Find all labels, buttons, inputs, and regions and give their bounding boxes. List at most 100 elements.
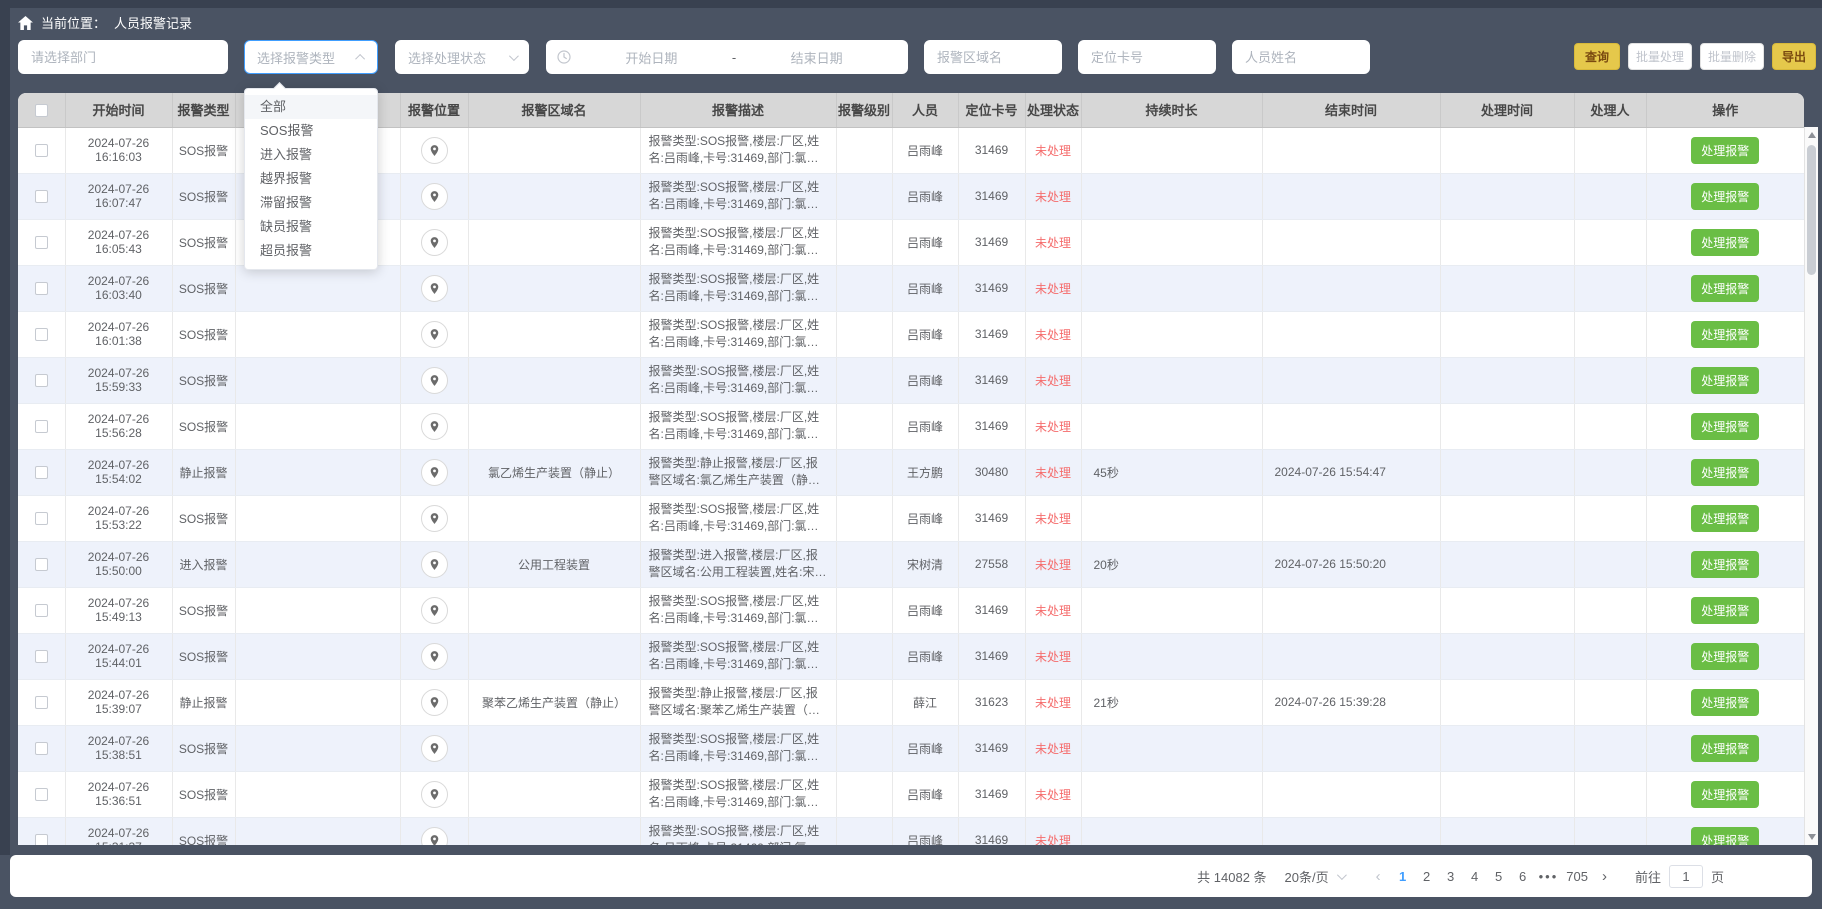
handle-alarm-button[interactable]: 处理报警 bbox=[1691, 504, 1760, 532]
row-checkbox[interactable] bbox=[34, 144, 48, 158]
next-page-button[interactable]: › bbox=[1601, 867, 1607, 885]
handle-alarm-button[interactable]: 处理报警 bbox=[1691, 596, 1760, 624]
handle-alarm-button[interactable]: 处理报警 bbox=[1691, 780, 1760, 808]
goto-page-input[interactable] bbox=[1668, 864, 1703, 888]
location-pin-icon[interactable] bbox=[420, 642, 448, 670]
batch-process-button[interactable]: 批量处理 bbox=[1628, 43, 1692, 70]
alarm-type-cell: SOS报警 bbox=[172, 127, 236, 174]
handle-alarm-button[interactable]: 处理报警 bbox=[1691, 412, 1760, 440]
handle-alarm-button[interactable]: 处理报警 bbox=[1691, 550, 1760, 578]
page-number-3[interactable]: 3 bbox=[1446, 868, 1455, 884]
department-select[interactable] bbox=[18, 40, 228, 74]
row-checkbox[interactable] bbox=[34, 834, 48, 845]
start-date-placeholder[interactable]: 开始日期 bbox=[625, 50, 678, 66]
person-name-field[interactable] bbox=[1232, 40, 1370, 74]
process-status-select[interactable]: 选择处理状态 bbox=[395, 40, 529, 74]
row-checkbox[interactable] bbox=[34, 788, 48, 802]
page-size-select[interactable]: 20条/页 bbox=[1285, 867, 1347, 886]
handle-alarm-button[interactable]: 处理报警 bbox=[1691, 182, 1760, 210]
location-pin-icon[interactable] bbox=[420, 366, 448, 394]
location-pin-icon[interactable] bbox=[420, 688, 448, 716]
scroll-up-icon[interactable] bbox=[1808, 132, 1816, 138]
handle-alarm-button[interactable]: 处理报警 bbox=[1691, 136, 1760, 164]
status-cell: 未处理 bbox=[1025, 311, 1082, 358]
alarm-area-cell bbox=[468, 587, 641, 634]
handle-alarm-button[interactable]: 处理报警 bbox=[1691, 642, 1760, 670]
location-pin-icon[interactable] bbox=[420, 412, 448, 440]
scrollbar-thumb[interactable] bbox=[1807, 145, 1816, 275]
prev-page-button[interactable]: ‹ bbox=[1375, 867, 1381, 885]
dropdown-item[interactable]: 缺员报警 bbox=[260, 219, 313, 234]
handle-alarm-button[interactable]: 处理报警 bbox=[1691, 274, 1760, 302]
row-checkbox[interactable] bbox=[34, 650, 48, 664]
location-pin-icon[interactable] bbox=[420, 550, 448, 578]
table-scrollbar[interactable] bbox=[1804, 127, 1818, 845]
handle-alarm-button[interactable]: 处理报警 bbox=[1691, 734, 1760, 762]
location-pin-icon[interactable] bbox=[420, 504, 448, 532]
location-pin-icon[interactable] bbox=[420, 320, 448, 348]
location-pin-icon[interactable] bbox=[420, 734, 448, 762]
row-checkbox[interactable] bbox=[34, 512, 48, 526]
more-pages-icon[interactable]: ••• bbox=[1538, 868, 1559, 884]
row-checkbox[interactable] bbox=[34, 190, 48, 204]
handle-alarm-button[interactable]: 处理报警 bbox=[1691, 228, 1760, 256]
page-number-705[interactable]: 705 bbox=[1566, 868, 1588, 884]
dropdown-item[interactable]: 进入报警 bbox=[260, 147, 313, 162]
dropdown-item[interactable]: SOS报警 bbox=[260, 123, 314, 138]
handle-alarm-button[interactable]: 处理报警 bbox=[1691, 826, 1760, 845]
location-pin-icon[interactable] bbox=[420, 826, 448, 845]
row-checkbox[interactable] bbox=[34, 374, 48, 388]
status-cell: 未处理 bbox=[1025, 633, 1082, 680]
alarm-type-cell: SOS报警 bbox=[172, 403, 236, 450]
page-number-2[interactable]: 2 bbox=[1422, 868, 1431, 884]
area-name-field[interactable] bbox=[924, 40, 1062, 74]
status-cell: 未处理 bbox=[1025, 449, 1082, 496]
row-checkbox[interactable] bbox=[34, 466, 48, 480]
location-pin-icon[interactable] bbox=[420, 780, 448, 808]
dropdown-item[interactable]: 全部 bbox=[245, 95, 377, 119]
status-cell: 未处理 bbox=[1025, 219, 1082, 266]
start-time-cell: 2024-07-26 15:50:00 bbox=[65, 541, 173, 588]
row-checkbox[interactable] bbox=[34, 420, 48, 434]
row-checkbox[interactable] bbox=[34, 282, 48, 296]
handle-alarm-button[interactable]: 处理报警 bbox=[1691, 366, 1760, 394]
handle-alarm-button[interactable]: 处理报警 bbox=[1691, 320, 1760, 348]
person-name-input[interactable] bbox=[1233, 41, 1369, 73]
row-checkbox[interactable] bbox=[34, 236, 48, 250]
alarm-type-select[interactable]: 选择报警类型 bbox=[244, 40, 378, 74]
location-pin-icon[interactable] bbox=[420, 274, 448, 302]
dropdown-item[interactable]: 超员报警 bbox=[260, 243, 313, 258]
handle-alarm-button[interactable]: 处理报警 bbox=[1691, 688, 1760, 716]
export-button[interactable]: 导出 bbox=[1772, 43, 1816, 70]
department-input[interactable] bbox=[19, 41, 227, 73]
location-pin-icon[interactable] bbox=[420, 596, 448, 624]
row-checkbox[interactable] bbox=[34, 696, 48, 710]
alarm-area-cell: 聚苯乙烯生产装置（静止） bbox=[468, 679, 641, 726]
scroll-down-icon[interactable] bbox=[1808, 834, 1816, 840]
dropdown-item[interactable]: 滞留报警 bbox=[260, 195, 313, 210]
row-checkbox[interactable] bbox=[34, 328, 48, 342]
batch-delete-button[interactable]: 批量删除 bbox=[1700, 43, 1764, 70]
card-number-field[interactable] bbox=[1078, 40, 1216, 74]
location-pin-icon[interactable] bbox=[420, 228, 448, 256]
dropdown-item[interactable]: 越界报警 bbox=[260, 171, 313, 186]
row-checkbox[interactable] bbox=[34, 604, 48, 618]
query-button[interactable]: 查询 bbox=[1574, 43, 1620, 70]
person-cell: 吕雨峰 bbox=[892, 173, 959, 220]
row-checkbox[interactable] bbox=[34, 558, 48, 572]
select-all-checkbox[interactable] bbox=[34, 104, 48, 118]
location-pin-icon[interactable] bbox=[420, 458, 448, 486]
location-pin-icon[interactable] bbox=[420, 182, 448, 210]
page-number-5[interactable]: 5 bbox=[1494, 868, 1503, 884]
row-checkbox[interactable] bbox=[34, 742, 48, 756]
location-pin-icon[interactable] bbox=[420, 136, 448, 164]
area-name-input[interactable] bbox=[925, 41, 1061, 73]
card-number-input[interactable] bbox=[1079, 41, 1215, 73]
handle-alarm-button[interactable]: 处理报警 bbox=[1691, 458, 1760, 486]
page-number-6[interactable]: 6 bbox=[1518, 868, 1527, 884]
page-number-4[interactable]: 4 bbox=[1470, 868, 1479, 884]
page-number-1[interactable]: 1 bbox=[1398, 868, 1407, 884]
end-date-placeholder[interactable]: 结束日期 bbox=[790, 50, 843, 66]
end-time-cell bbox=[1262, 311, 1441, 358]
date-range-picker[interactable]: 开始日期 - 结束日期 bbox=[546, 40, 908, 74]
